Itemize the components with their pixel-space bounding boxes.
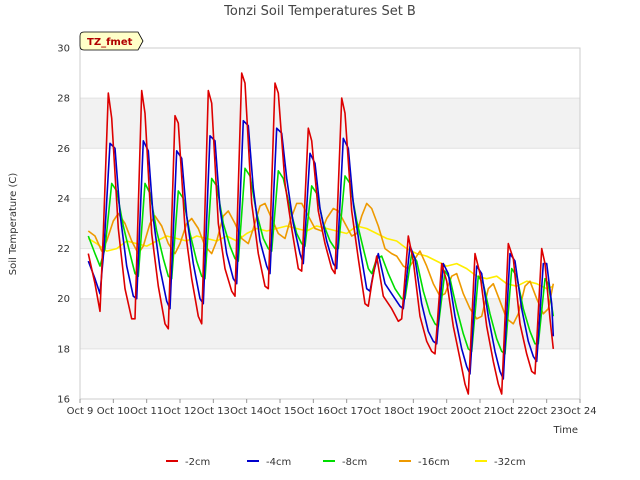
x-tick-label: Oct 18 <box>363 406 396 417</box>
x-tick-label: Oct 17 <box>330 406 363 417</box>
grid-band <box>80 98 580 149</box>
annotation-badge-shape <box>79 31 144 51</box>
y-tick-label: 22 <box>57 244 70 255</box>
legend-label: -4cm <box>266 457 291 468</box>
x-tick-label: Oct 13 <box>197 406 230 417</box>
legend-label: -16cm <box>418 457 450 468</box>
y-tick-label: 30 <box>57 44 70 55</box>
series-line-minus-4cm <box>87 119 555 380</box>
y-axis-ticks: 16 18 20 22 24 26 28 30 <box>57 44 70 406</box>
x-tick-label: Oct 11 <box>130 406 163 417</box>
legend-label: -2cm <box>185 457 210 468</box>
plot-frame <box>79 47 581 400</box>
x-tick-label: Oct 9 <box>67 406 94 417</box>
x-tick-label: Oct 22 <box>497 406 530 417</box>
x-tick-label: Oct 16 <box>297 406 330 417</box>
annotation-badge: TZ_fmet <box>79 31 144 51</box>
y-tick-label: 28 <box>57 94 70 105</box>
legend-label: -32cm <box>494 457 526 468</box>
x-axis-label: Time <box>553 425 578 436</box>
x-tick-label: Oct 15 <box>263 406 296 417</box>
y-tick-label: 20 <box>57 294 70 305</box>
x-tick-label: Oct 21 <box>463 406 496 417</box>
series-lines <box>87 72 555 395</box>
x-tick-label: Oct 24 <box>563 406 596 417</box>
y-tick-label: 16 <box>57 395 70 406</box>
y-tick-label: 24 <box>57 194 70 205</box>
annotation-badge-label: TZ_fmet <box>87 37 133 48</box>
x-tick-label: Oct 19 <box>397 406 430 417</box>
legend: -2cm -4cm -8cm -16cm -32cm <box>166 457 526 468</box>
x-tick-label: Oct 10 <box>97 406 130 417</box>
x-tick-label: Oct 12 <box>163 406 196 417</box>
x-tick-label: Oct 14 <box>230 406 263 417</box>
plot-background <box>79 47 581 400</box>
y-axis-label: Soil Temperature (C) <box>8 173 19 276</box>
x-axis-ticks: Oct 9 Oct 10 Oct 11 Oct 12 Oct 13 Oct 14 Oct 1… <box>67 399 597 417</box>
x-tick-label: Oct 20 <box>430 406 463 417</box>
legend-label: -8cm <box>342 457 367 468</box>
chart-title: Tonzi Soil Temperatures Set B <box>223 4 416 19</box>
x-tick-label: Oct 23 <box>530 406 563 417</box>
y-tick-label: 26 <box>57 144 70 155</box>
series-line-minus-2cm <box>87 72 555 395</box>
y-tick-label: 18 <box>57 344 70 355</box>
